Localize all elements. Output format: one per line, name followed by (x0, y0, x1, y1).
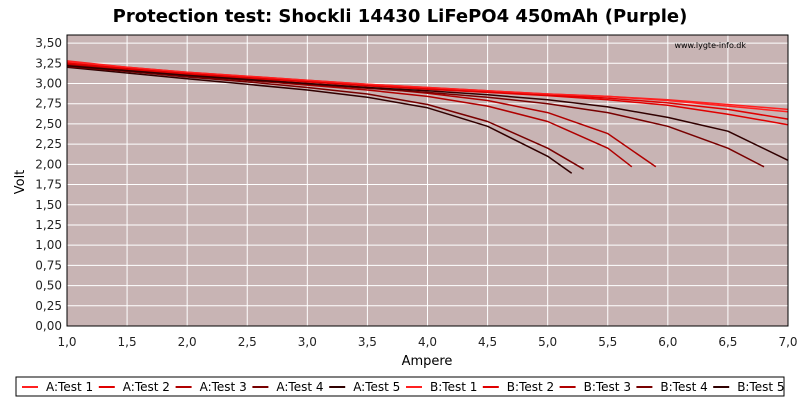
grid-lines (66, 35, 789, 327)
y-tick-label: 1,00 (35, 238, 62, 252)
x-axis-label: Ampere (402, 354, 453, 369)
legend-entry: A:Test 2 (123, 380, 170, 394)
y-tick-label: 2,75 (35, 97, 62, 111)
x-tick-label: 3,5 (358, 335, 377, 349)
x-tick-label: 4,5 (478, 335, 497, 349)
y-tick-label: 2,25 (35, 137, 62, 151)
legend-entry: B:Test 5 (737, 380, 784, 394)
x-tick-label: 2,5 (238, 335, 257, 349)
legend: A:Test 1 A:Test 2 A:Test 3 A:Test 4 A:Test 5… (22, 380, 785, 394)
y-tick-label: 0,75 (35, 258, 62, 272)
legend-entry: A:Test 4 (276, 380, 323, 394)
x-tick-label: 7,0 (778, 335, 797, 349)
y-tick-label: 3,25 (35, 56, 62, 70)
legend-entry: A:Test 3 (200, 380, 247, 394)
x-tick-label: 1,5 (118, 335, 137, 349)
x-tick-label: 3,0 (298, 335, 317, 349)
x-tick-label: 2,0 (178, 335, 197, 349)
y-axis-label: Volt (13, 170, 28, 195)
x-tick-label: 1,0 (57, 335, 76, 349)
y-tick-label: 3,50 (35, 36, 62, 50)
x-tick-labels: 1,0 1,5 2,0 2,5 3,0 3,5 4,0 4,5 5,0 5,5 6,0 6,5 7,0 (57, 335, 797, 349)
x-tick-label: 5,5 (598, 335, 617, 349)
legend-entry: B:Test 1 (430, 380, 477, 394)
y-tick-label: 2,00 (35, 157, 62, 171)
legend-entry: B:Test 3 (584, 380, 631, 394)
x-tick-label: 5,0 (538, 335, 557, 349)
series-line (66, 62, 789, 126)
y-tick-label: 3,00 (35, 77, 62, 91)
series-line (66, 61, 789, 120)
x-tick-label: 6,5 (718, 335, 737, 349)
x-tick-label: 4,0 (418, 335, 437, 349)
series-line (66, 60, 789, 113)
y-tick-label: 0,00 (35, 319, 62, 333)
chart-title: Protection test: Shockli 14430 LiFePO4 4… (113, 6, 688, 27)
y-tick-label: 1,75 (35, 178, 62, 192)
series-line (66, 64, 789, 161)
legend-entry: A:Test 5 (353, 380, 400, 394)
y-tick-label: 0,50 (35, 279, 62, 293)
x-tick-label: 6,0 (658, 335, 677, 349)
series-layer (66, 60, 789, 174)
series-line (66, 65, 765, 168)
y-tick-label: 1,50 (35, 198, 62, 212)
legend-entry: A:Test 1 (46, 380, 93, 394)
y-tick-labels: 0,00 0,25 0,50 0,75 1,00 1,25 1,50 1,75 2,00 2,25… (35, 36, 62, 333)
y-tick-label: 1,25 (35, 218, 62, 232)
plot-frame (66, 34, 789, 327)
y-tick-label: 2,50 (35, 117, 62, 131)
y-tick-label: 0,25 (35, 299, 62, 313)
legend-entry: B:Test 4 (660, 380, 707, 394)
legend-box (15, 376, 785, 397)
series-line (66, 66, 573, 174)
watermark: www.lygte-info.dk (674, 41, 746, 50)
legend-entry: B:Test 2 (507, 380, 554, 394)
